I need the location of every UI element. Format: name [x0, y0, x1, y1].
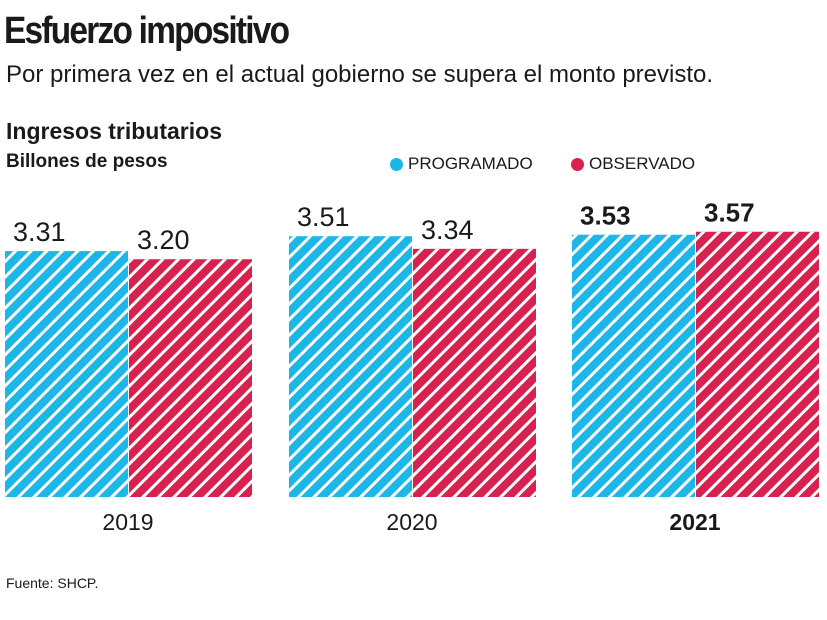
- legend-programado: PROGRAMADO: [390, 154, 533, 174]
- bar-hatch: [572, 234, 695, 497]
- x-tick-label: 2021: [669, 509, 720, 535]
- data-label: 3.57: [704, 198, 755, 228]
- legend-swatch-observado: [571, 157, 584, 171]
- bar-hatch: [696, 231, 819, 497]
- data-label: 3.20: [137, 225, 190, 255]
- page-title: Esfuerzo impositivo: [4, 10, 290, 52]
- bar-hatch: [289, 236, 412, 497]
- source-note: Fuente: SHCP.: [6, 575, 99, 591]
- legend-label: OBSERVADO: [589, 154, 696, 173]
- legend-swatch-programado: [390, 157, 403, 171]
- data-label: 3.51: [297, 202, 350, 232]
- chart-title: Ingresos tributarios: [6, 118, 222, 144]
- subtitle: Por primera vez en el actual gobierno se…: [6, 61, 714, 88]
- y-axis-label: Billones de pesos: [6, 151, 168, 172]
- data-label: 3.34: [421, 215, 474, 245]
- bar-hatch: [413, 248, 536, 497]
- data-label: 3.53: [580, 201, 631, 231]
- legend-observado: OBSERVADO: [571, 154, 695, 174]
- data-label: 3.31: [13, 217, 66, 247]
- bar-hatch: [5, 251, 128, 497]
- bar-hatch: [129, 259, 252, 497]
- x-tick-label: 2019: [102, 509, 153, 535]
- legend-label: PROGRAMADO: [408, 154, 533, 173]
- x-tick-label: 2020: [386, 509, 437, 535]
